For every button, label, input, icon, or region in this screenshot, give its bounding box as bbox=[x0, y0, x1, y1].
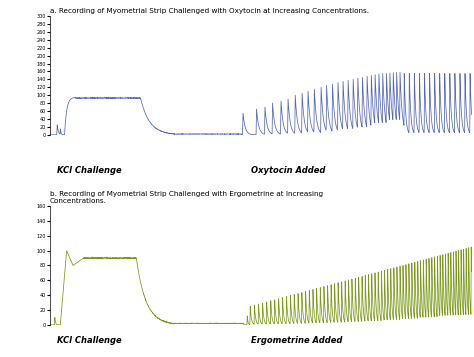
Text: KCl Challenge: KCl Challenge bbox=[57, 336, 121, 345]
Text: Ergometrine Added: Ergometrine Added bbox=[251, 336, 343, 345]
Text: KCl Challenge: KCl Challenge bbox=[57, 166, 121, 175]
Text: a. Recording of Myometrial Strip Challenged with Oxytocin at Increasing Concentr: a. Recording of Myometrial Strip Challen… bbox=[50, 8, 369, 14]
Text: Oxytocin Added: Oxytocin Added bbox=[251, 166, 326, 175]
Text: b. Recording of Myometrial Strip Challenged with Ergometrine at Increasing
Conce: b. Recording of Myometrial Strip Challen… bbox=[50, 191, 323, 204]
